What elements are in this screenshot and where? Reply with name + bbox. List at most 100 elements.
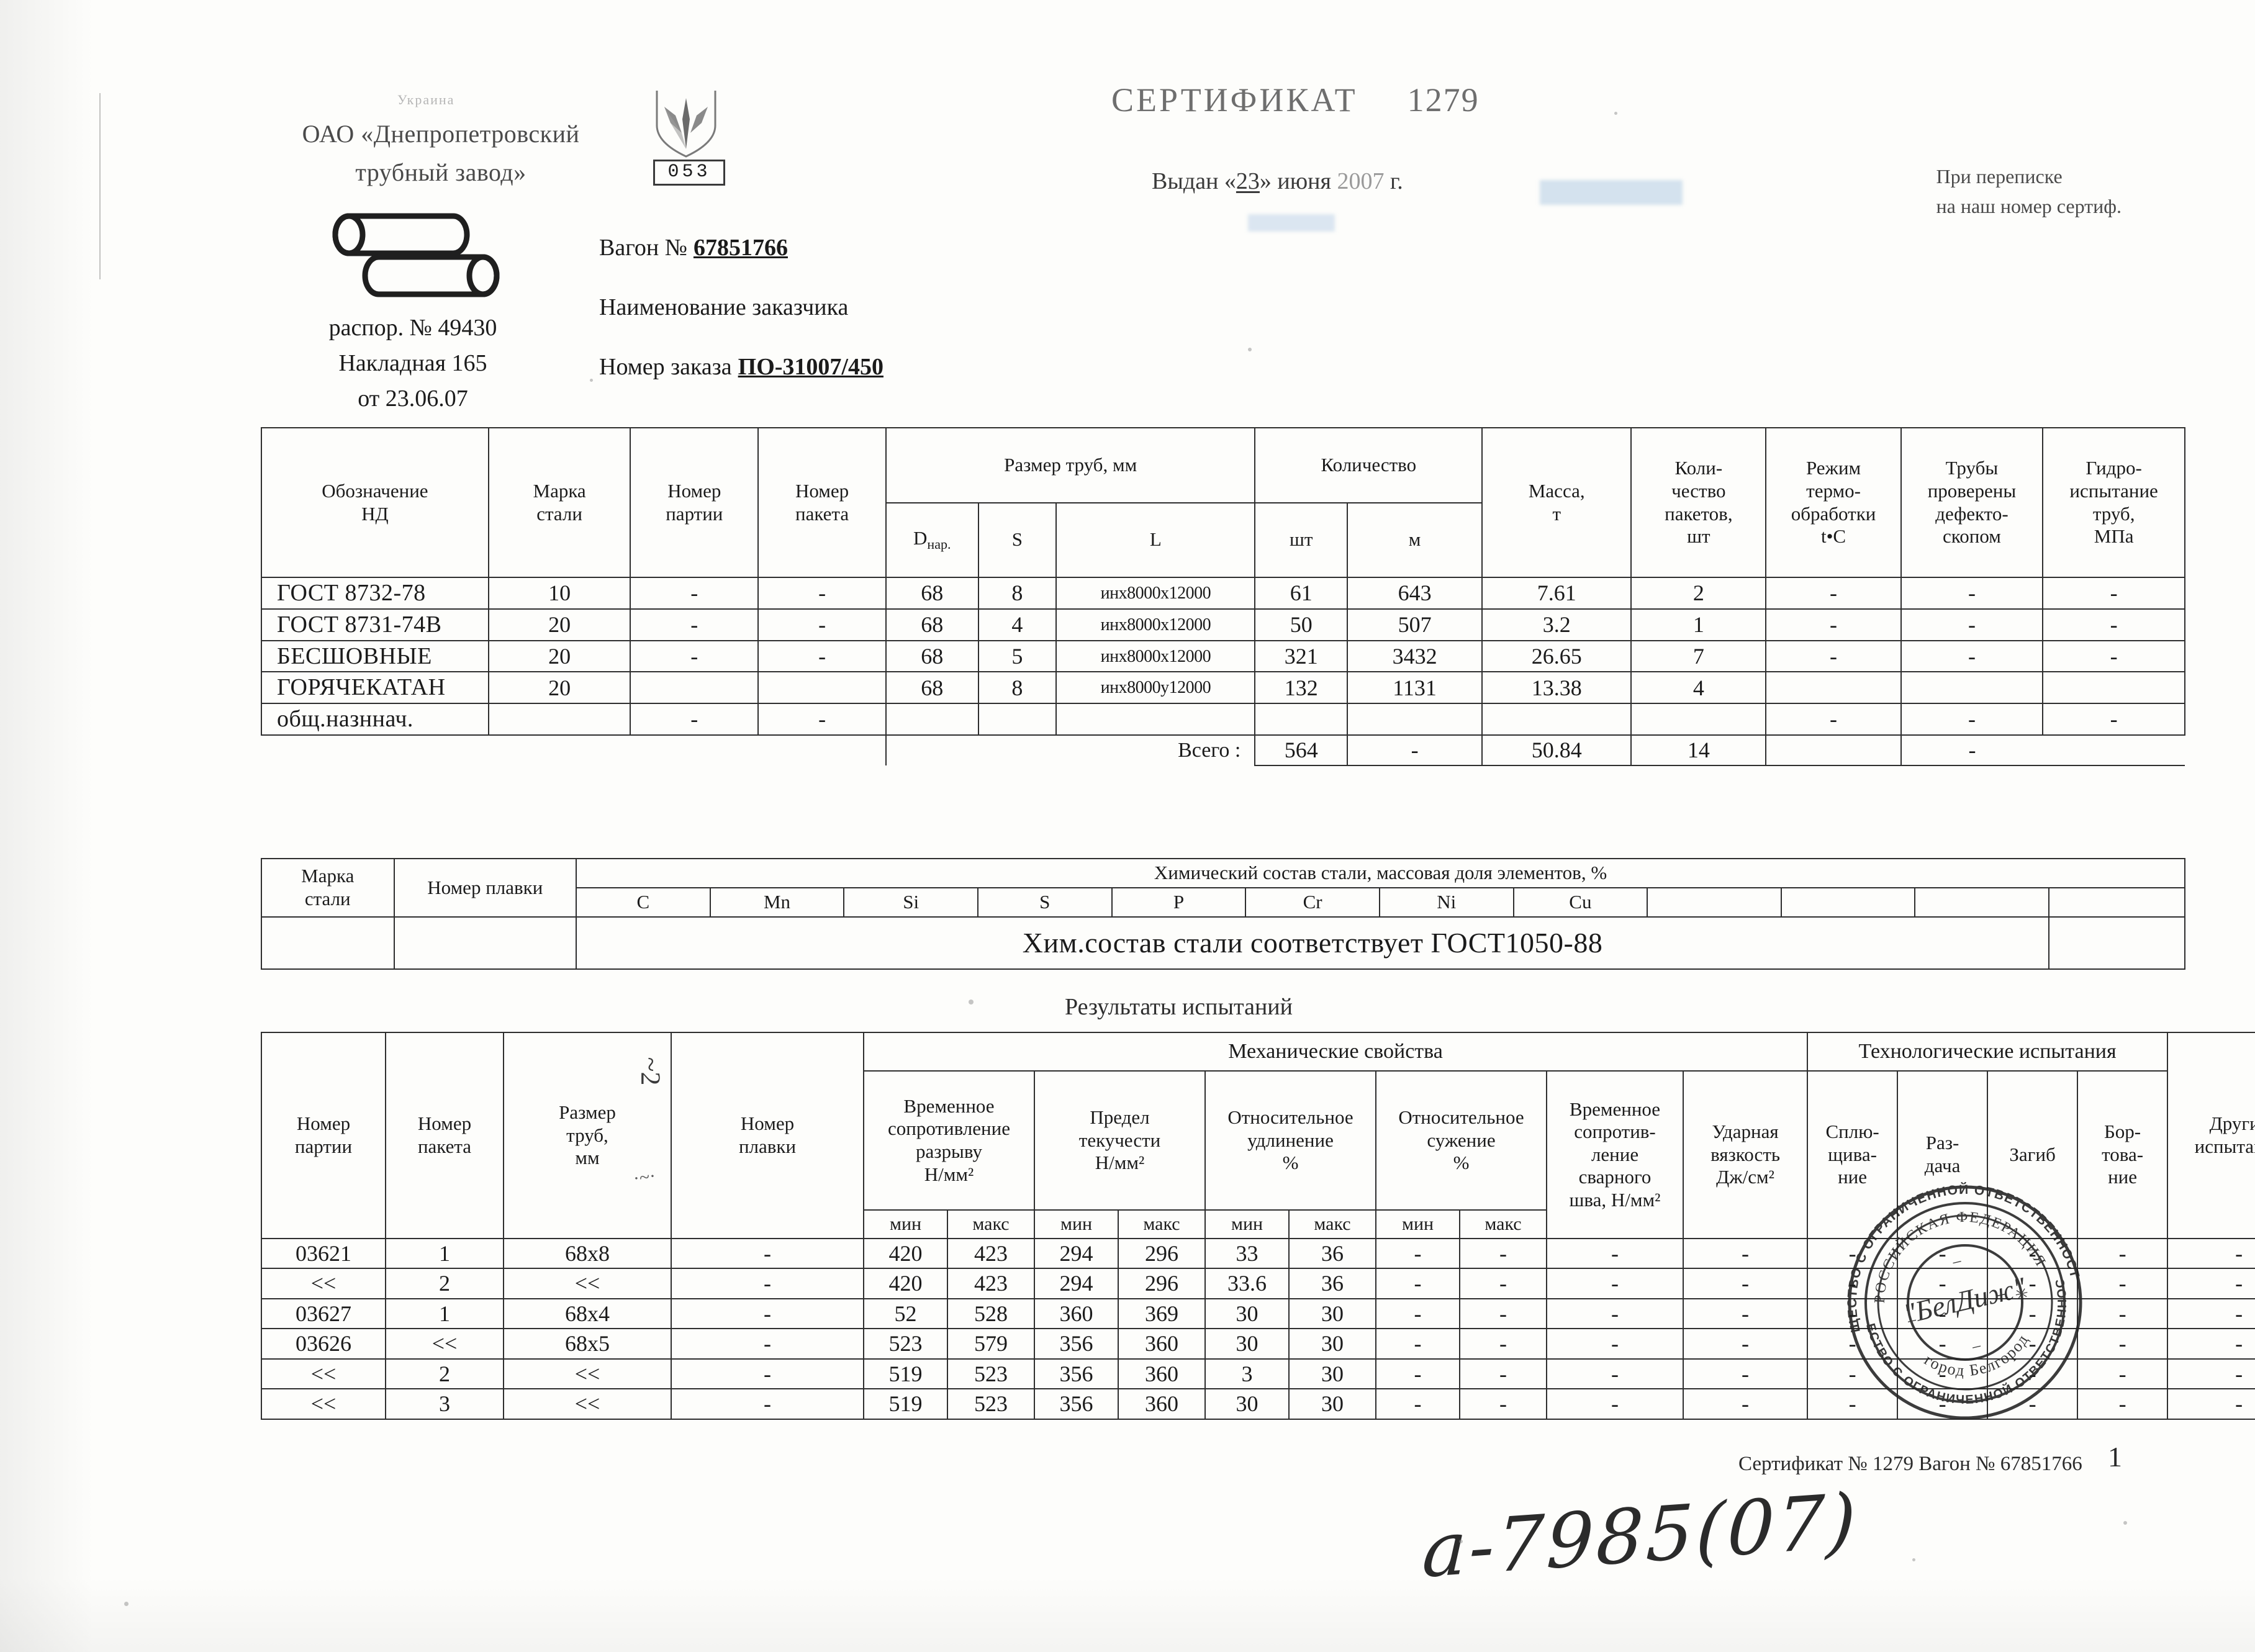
- cell-heat: -: [1765, 577, 1902, 610]
- cell-res-size: <<: [503, 1358, 672, 1390]
- th-res-flanging: Бор- това- ние: [2077, 1070, 2169, 1239]
- blue-ink-smudge: [1540, 180, 1683, 205]
- th-l: L: [1055, 502, 1256, 578]
- cell-other: -: [2167, 1237, 2255, 1270]
- cell-pack: -: [757, 639, 887, 673]
- cell-exp: -: [1897, 1388, 1989, 1420]
- cell-d: 68: [885, 671, 979, 705]
- cell-impact: -: [1682, 1237, 1809, 1270]
- cell-exp: -: [1897, 1358, 1989, 1390]
- cell-l: инх8000х12000: [1055, 577, 1256, 610]
- cell-batch: -: [630, 608, 759, 641]
- chem-header-row: Марка стали Номер плавки Химический сост…: [261, 858, 2185, 918]
- correspondence-note: При переписке на наш номер сертиф.: [1936, 161, 2122, 221]
- totals-flaw: -: [1900, 734, 2043, 766]
- cell-packs: [1630, 703, 1767, 736]
- certificate-title-text: СЕРТИФИКАТ: [1111, 81, 1358, 119]
- cell-weld: -: [1546, 1268, 1684, 1299]
- th-quantity: Количество: [1254, 427, 1483, 503]
- issued-year: 2007: [1337, 168, 1385, 194]
- cell-mass: 26.65: [1481, 639, 1632, 673]
- issue-date-line: Выдан «23» июня 2007 г.: [1152, 168, 1403, 195]
- cell-elong-max: 36: [1288, 1268, 1376, 1299]
- cell-s: 8: [977, 671, 1057, 705]
- cell-tensile-max: 423: [947, 1268, 1035, 1299]
- cell-l: инх8000х12000: [1055, 608, 1256, 641]
- cell-impact: -: [1682, 1328, 1809, 1360]
- cell-heat: [1765, 671, 1902, 705]
- cell-reduct-min: -: [1375, 1237, 1460, 1270]
- form-fields: Вагон № 67851766 Наименование заказчика Н…: [599, 236, 883, 415]
- cell-tensile-max: 579: [947, 1328, 1035, 1360]
- cell-pack: -: [757, 577, 887, 610]
- totals-label: Всего :: [885, 735, 1256, 765]
- cell-hydro: -: [2042, 639, 2185, 673]
- cell-grade: 10: [487, 577, 631, 610]
- issued-suffix: г.: [1390, 168, 1403, 194]
- cell-nd: ГОРЯЧЕКАТАН: [261, 671, 489, 705]
- table-header-row: Обозначение НД Марка стали Номер партии …: [261, 427, 2185, 578]
- cell-tensile-max: 523: [947, 1358, 1035, 1390]
- cell-flaw: -: [1900, 577, 2044, 610]
- cell-packs: 7: [1630, 639, 1767, 673]
- th-batch-no: Номер партии: [630, 427, 759, 578]
- th-res-flattening: Сплю- щива- ние: [1807, 1070, 1899, 1239]
- cell-exp: -: [1897, 1328, 1989, 1360]
- cell-res-batch: <<: [261, 1268, 386, 1299]
- cell-tensile-max: 528: [947, 1298, 1035, 1330]
- th-elong-min: мин: [1204, 1209, 1290, 1239]
- cell-bend: -: [1987, 1268, 2079, 1299]
- cell-flaw: -: [1900, 639, 2044, 673]
- th-element-blank-2: [1780, 887, 1916, 918]
- th-res-impact: Ударная вязкость Дж/см²: [1682, 1070, 1809, 1239]
- th-nd: Обозначение НД: [261, 427, 489, 578]
- totals-mass: 50.84: [1481, 734, 1632, 766]
- cell-res-pack: 3: [385, 1388, 504, 1420]
- cell-mass: 13.38: [1481, 671, 1632, 705]
- cell-reduct-max: -: [1459, 1358, 1547, 1390]
- cell-flat: -: [1807, 1358, 1899, 1390]
- th-res-tensile: Временное сопротивление разрыву Н/мм²: [863, 1070, 1035, 1211]
- field-order-value[interactable]: ПО-31007/450: [738, 354, 883, 380]
- cell-tensile-min: 52: [863, 1298, 948, 1330]
- cell-s: [977, 703, 1057, 736]
- issued-prefix: Выдан «: [1152, 168, 1236, 194]
- field-wagon-label: Вагон №: [599, 235, 687, 261]
- cell-flat: -: [1807, 1268, 1899, 1299]
- cell-d: [885, 703, 979, 736]
- field-customer: Наименование заказчика: [599, 296, 883, 319]
- th-res-elongation: Относительное удлинение %: [1204, 1070, 1376, 1211]
- table-row: ГОСТ 8731-74В 20 - - 68 4 инх8000х12000 …: [261, 608, 2185, 641]
- th-res-pipe-size: Размер труб, мм: [503, 1032, 672, 1239]
- cell-weld: -: [1546, 1328, 1684, 1360]
- blue-ink-smudge-2: [1248, 214, 1335, 232]
- field-wagon-value[interactable]: 67851766: [693, 235, 788, 261]
- cell-res-pack: <<: [385, 1328, 504, 1360]
- cell-res-heat: -: [671, 1237, 864, 1270]
- th-reduct-max: макс: [1459, 1209, 1547, 1239]
- table-totals-row: Всего : 564 - 50.84 14 -: [261, 734, 2185, 766]
- cell-reduct-max: -: [1459, 1298, 1547, 1330]
- cell-packs: 1: [1630, 608, 1767, 641]
- cell-weld: -: [1546, 1237, 1684, 1270]
- cell-flang: -: [2077, 1358, 2169, 1390]
- table-row: 03626 << 68х5 - 523 579 356 360 30 30 - …: [261, 1328, 2255, 1360]
- totals-packs: 14: [1630, 734, 1767, 766]
- cell-exp: -: [1897, 1268, 1989, 1299]
- chem-statement: Хим.состав стали соответствует ГОСТ1050-…: [576, 916, 2049, 970]
- cell-elong-min: 30: [1204, 1328, 1290, 1360]
- pipe-logo-icon: [332, 213, 500, 297]
- cell-tensile-max: 423: [947, 1237, 1035, 1270]
- cell-d: 68: [885, 639, 979, 673]
- cell-hydro: -: [2042, 703, 2185, 736]
- cell-bend: -: [1987, 1388, 2079, 1420]
- th-pack-count: Коли- чество пакетов, шт: [1630, 427, 1767, 578]
- cell-tensile-min: 519: [863, 1358, 948, 1390]
- th-mass: Масса, т: [1481, 427, 1632, 578]
- cell-reduct-min: -: [1375, 1298, 1460, 1330]
- cell-res-heat: -: [671, 1388, 864, 1420]
- cell-impact: -: [1682, 1358, 1809, 1390]
- th-elong-max: макс: [1288, 1209, 1376, 1239]
- cell-m: 1131: [1346, 671, 1483, 705]
